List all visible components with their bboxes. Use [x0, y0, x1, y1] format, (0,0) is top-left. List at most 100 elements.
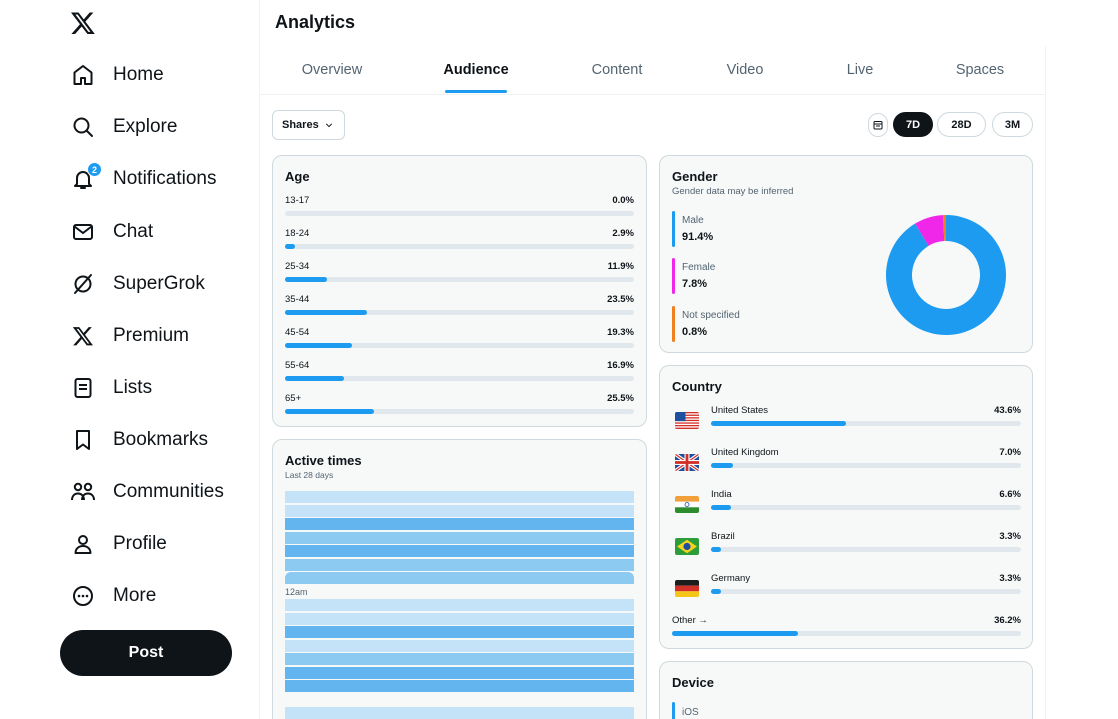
range-7d-button[interactable]: 7D — [893, 112, 933, 137]
age-row-track — [285, 277, 634, 282]
sidebar-item-label: Profile — [113, 533, 167, 554]
sidebar-item-premium[interactable]: Premium — [70, 316, 189, 356]
heatmap-row[interactable] — [285, 491, 634, 503]
age-row-label: 55-64 — [285, 360, 310, 371]
country-row-label: Brazil — [711, 531, 735, 542]
device-card: Device iOS — [659, 661, 1033, 719]
heatmap-row[interactable] — [285, 545, 634, 557]
range-3m-button[interactable]: 3M — [992, 112, 1033, 137]
heatmap-row[interactable] — [285, 504, 634, 517]
sidebar-item-chat[interactable]: Chat — [70, 212, 153, 252]
metric-dropdown-value: Shares — [282, 119, 319, 131]
heatmap-row[interactable] — [285, 572, 634, 584]
age-row-label: 13-17 — [285, 195, 310, 206]
age-row-fill — [285, 376, 344, 381]
heatmap-row[interactable] — [285, 680, 634, 692]
germany-flag-icon — [675, 580, 699, 597]
heatmap-row[interactable] — [285, 531, 634, 544]
tab-audience[interactable]: Audience — [443, 62, 509, 78]
gender-card-subtitle: Gender data may be inferred — [672, 186, 794, 197]
country-row-label: India — [711, 489, 732, 500]
bell-icon: 2 — [70, 162, 102, 192]
age-row-label: 65+ — [285, 393, 302, 404]
age-card-title: Age — [285, 169, 310, 184]
gender-card-title: Gender — [672, 169, 718, 184]
age-row-value: 0.0% — [612, 195, 634, 206]
communities-icon — [70, 479, 96, 505]
country-row-label: United States — [711, 405, 769, 416]
heatmap-row[interactable] — [285, 518, 634, 530]
country-row-value: 6.6% — [999, 489, 1021, 500]
tab-content[interactable]: Content — [591, 62, 643, 78]
tab-bar: Overview Audience Content Video Live Spa… — [260, 46, 1045, 95]
heatmap-row[interactable] — [285, 639, 634, 652]
sidebar-item-home[interactable]: Home — [70, 55, 164, 95]
country-row-value: 43.6% — [994, 405, 1021, 416]
country-row-fill — [711, 421, 847, 426]
tab-video[interactable]: Video — [726, 62, 764, 78]
sidebar-item-label: Communities — [113, 481, 224, 502]
country-row-track — [711, 589, 1021, 594]
content-divider — [1045, 46, 1046, 719]
donut-slice-not-specified[interactable] — [942, 215, 946, 242]
country-card-title: Country — [672, 379, 722, 394]
sidebar-item-communities[interactable]: Communities — [70, 472, 224, 512]
brazil-flag-icon — [675, 538, 699, 555]
active-tab-indicator — [445, 90, 507, 93]
tab-overview[interactable]: Overview — [301, 62, 363, 78]
donut-slice-female[interactable] — [915, 215, 945, 246]
time-label-12am: 12am — [285, 587, 308, 597]
country-row-track — [711, 505, 1021, 510]
sidebar-item-bookmarks[interactable]: Bookmarks — [70, 420, 208, 460]
person-icon — [70, 531, 96, 557]
sidebar-item-supergrok[interactable]: SuperGrok — [70, 264, 205, 304]
device-item-label: iOS — [682, 707, 699, 718]
age-row-value: 23.5% — [607, 294, 634, 305]
age-row-fill — [285, 343, 353, 348]
country-other-label[interactable]: Other → — [672, 615, 708, 626]
range-28d-button[interactable]: 28D — [937, 112, 986, 137]
india-flag-icon — [675, 496, 699, 513]
country-row-fill — [711, 463, 733, 468]
gender-item-value: 91.4% — [682, 231, 714, 243]
heatmap-row[interactable] — [285, 558, 634, 571]
country-row-track — [711, 421, 1021, 426]
x-logo-icon — [70, 323, 96, 349]
sidebar-item-label: Home — [113, 64, 164, 85]
age-row-fill — [285, 244, 296, 249]
heatmap-row[interactable] — [285, 653, 634, 665]
x-logo-icon[interactable] — [70, 10, 96, 36]
sidebar-item-profile[interactable]: Profile — [70, 524, 167, 564]
sidebar-item-label: Premium — [113, 325, 190, 346]
heatmap-row[interactable] — [285, 612, 634, 625]
calendar-button[interactable] — [868, 113, 888, 137]
sidebar-item-lists[interactable]: Lists — [70, 368, 152, 408]
sidebar-item-notifications[interactable]: 2 Notifications — [70, 159, 217, 199]
country-other-track — [672, 631, 1021, 636]
heatmap-row[interactable] — [285, 626, 634, 638]
gender-item-label: Not specified — [682, 310, 740, 321]
age-row-track — [285, 244, 634, 249]
country-card: Country United States 43.6% Uni — [659, 365, 1033, 649]
donut-slice-male[interactable] — [886, 215, 1006, 335]
sidebar-item-explore[interactable]: Explore — [70, 107, 177, 147]
heatmap-row[interactable] — [285, 666, 634, 679]
device-ios-marker — [672, 702, 675, 719]
home-icon — [70, 62, 96, 88]
metric-dropdown[interactable]: Shares — [272, 110, 345, 140]
post-button[interactable]: Post — [60, 630, 232, 676]
active-times-subtitle: Last 28 days — [285, 470, 334, 480]
uk-flag-icon — [675, 454, 699, 471]
gender-female-marker — [672, 258, 675, 294]
sidebar-item-label: Lists — [113, 377, 153, 398]
heatmap-row[interactable] — [285, 707, 634, 719]
sidebar-item-more[interactable]: More — [70, 576, 156, 616]
tab-live[interactable]: Live — [846, 62, 874, 78]
tab-spaces[interactable]: Spaces — [955, 62, 1005, 78]
country-row-fill — [711, 505, 732, 510]
gender-donut-chart — [886, 215, 1006, 335]
age-row-track — [285, 343, 634, 348]
grok-icon — [70, 271, 96, 297]
age-card: Age 13-17 0.0% 18-24 2.9% 25-34 11.9% 35-44 23.… — [272, 155, 647, 427]
heatmap-row[interactable] — [285, 599, 634, 611]
